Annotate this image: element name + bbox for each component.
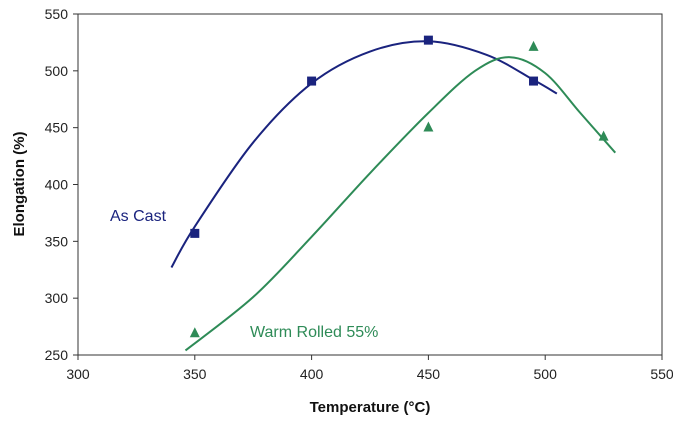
warm-rolled-trend-line [184, 56, 617, 352]
as-cast-marker [423, 35, 433, 45]
markers [189, 35, 609, 338]
warm-rolled-marker [189, 327, 200, 338]
x-tick-label: 500 [534, 366, 558, 382]
plot-area [77, 13, 663, 356]
y-axis-title: Elongation (%) [11, 132, 28, 237]
x-ticks: 300 350 400 450 500 550 [66, 355, 673, 382]
y-tick-label: 350 [45, 233, 69, 249]
y-ticks: 250 300 350 400 450 500 550 [45, 6, 78, 363]
x-tick-label: 400 [300, 366, 324, 382]
y-tick-label: 300 [45, 290, 69, 306]
warm-rolled-marker [423, 121, 434, 132]
x-tick-label: 450 [417, 366, 441, 382]
x-tick-label: 350 [183, 366, 207, 382]
as-cast-marker [529, 76, 539, 86]
series-label-warm-rolled: Warm Rolled 55% [250, 324, 378, 341]
warm-rolled-marker [528, 40, 539, 51]
y-tick-label: 400 [45, 177, 69, 193]
y-tick-label: 550 [45, 6, 69, 22]
annotations: As Cast Warm Rolled 55% [110, 208, 378, 341]
as-cast-marker [190, 228, 200, 238]
y-tick-label: 500 [45, 63, 69, 79]
series-label-as-cast: As Cast [110, 208, 167, 225]
trend-lines [170, 40, 617, 352]
y-tick-label: 450 [45, 120, 69, 136]
as-cast-trend-line [170, 40, 558, 268]
x-tick-label: 550 [650, 366, 673, 382]
y-tick-label: 250 [45, 347, 69, 363]
x-axis-title: Temperature (°C) [310, 399, 431, 416]
x-tick-label: 300 [66, 366, 90, 382]
warm-rolled-marker [598, 130, 609, 141]
as-cast-marker [307, 76, 317, 86]
